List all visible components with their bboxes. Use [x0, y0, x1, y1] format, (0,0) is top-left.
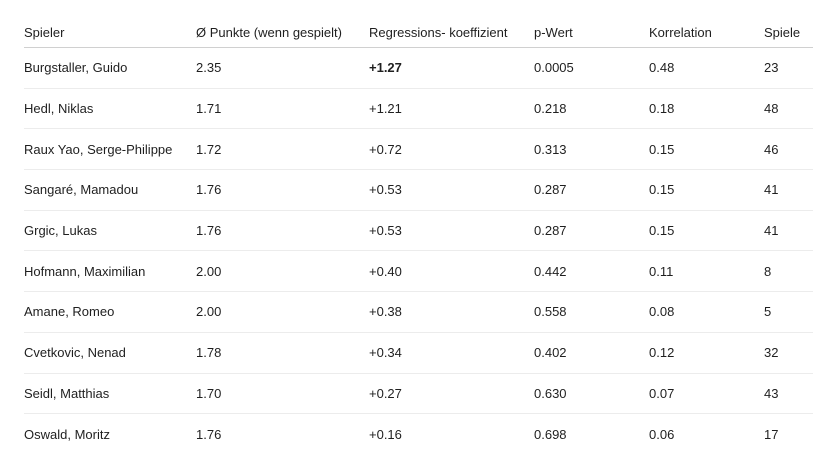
cell-regression: +0.53: [369, 210, 534, 252]
cell-korrelation: 0.15: [649, 128, 764, 171]
cell-korrelation: 0.18: [649, 88, 764, 130]
cell-regression: +0.38: [369, 291, 534, 333]
cell-pwert: 0.218: [534, 88, 649, 130]
cell-spieler: Cvetkovic, Nenad: [24, 332, 196, 374]
cell-spieler: Raux Yao, Serge-Philippe: [24, 128, 196, 171]
cell-spiele: 48: [764, 88, 813, 130]
cell-punkte: 1.72: [196, 128, 369, 171]
header-spieler[interactable]: Spieler: [24, 10, 196, 48]
cell-regression: +0.16: [369, 426, 402, 442]
cell-spieler: Sangaré, Mamadou: [24, 169, 196, 211]
cell-spiele: 8: [764, 250, 813, 293]
header-korrelation[interactable]: Korrelation: [649, 10, 764, 48]
cell-punkte: 2.00: [196, 250, 369, 293]
cell-pwert: 0.630: [534, 373, 649, 415]
table-row: Raux Yao, Serge-Philippe 1.72 +0.72 0.31…: [24, 128, 813, 171]
table-row: Sangaré, Mamadou 1.76 +0.53 0.287 0.15 4…: [24, 169, 813, 211]
table-row: Oswald, Moritz 1.76 +0.16 0.698 0.06 17: [24, 414, 813, 454]
table-row: Grgic, Lukas 1.76 +0.53 0.287 0.15 41: [24, 210, 813, 252]
cell-spieler: Grgic, Lukas: [24, 210, 196, 252]
cell-spiele: 17: [764, 426, 779, 442]
player-regression-table-container: Spieler Ø Punkte (wenn gespielt) Regress…: [24, 10, 813, 454]
cell-spieler: Burgstaller, Guido: [24, 47, 196, 89]
cell-regression: +0.27: [369, 373, 534, 415]
table-row: Seidl, Matthias 1.70 +0.27 0.630 0.07 43: [24, 373, 813, 415]
cell-korrelation: 0.08: [649, 291, 764, 333]
cell-korrelation: 0.07: [649, 373, 764, 415]
cell-korrelation: 0.15: [649, 169, 764, 211]
cell-pwert: 0.558: [534, 291, 649, 333]
cell-regression: +1.27: [369, 47, 534, 89]
cell-spieler: Amane, Romeo: [24, 291, 196, 333]
cell-regression: +0.53: [369, 169, 534, 211]
cell-pwert: 0.0005: [534, 47, 649, 89]
table-row: Cvetkovic, Nenad 1.78 +0.34 0.402 0.12 3…: [24, 332, 813, 374]
cell-punkte: 1.76: [196, 210, 369, 252]
cell-korrelation: 0.11: [649, 250, 764, 293]
cell-spiele: 43: [764, 373, 813, 415]
table-row: Burgstaller, Guido 2.35 +1.27 0.0005 0.4…: [24, 47, 813, 89]
cell-punkte: 1.76: [196, 169, 369, 211]
cell-spiele: 23: [764, 47, 813, 89]
header-pwert[interactable]: p-Wert: [534, 10, 649, 48]
cell-spiele: 41: [764, 169, 813, 211]
cell-regression: +1.21: [369, 88, 534, 130]
cell-punkte: 1.76: [196, 426, 222, 442]
cell-korrelation: 0.15: [649, 210, 764, 252]
cell-pwert: 0.313: [534, 128, 649, 171]
header-regression[interactable]: Regressions- koeffizient: [369, 10, 534, 48]
cell-korrelation: 0.12: [649, 332, 764, 374]
table-row: Hofmann, Maximilian 2.00 +0.40 0.442 0.1…: [24, 250, 813, 293]
cell-pwert: 0.287: [534, 169, 649, 211]
cell-spiele: 41: [764, 210, 813, 252]
cell-spiele: 5: [764, 291, 813, 333]
cell-regression: +0.72: [369, 128, 534, 171]
cell-punkte: 2.35: [196, 47, 369, 89]
player-regression-table: Spieler Ø Punkte (wenn gespielt) Regress…: [24, 10, 813, 454]
cell-spiele: 32: [764, 332, 813, 374]
cell-pwert: 0.287: [534, 210, 649, 252]
cell-regression: +0.34: [369, 332, 534, 374]
cell-punkte: 1.70: [196, 373, 369, 415]
cell-punkte: 1.78: [196, 332, 369, 374]
cell-spieler: Hedl, Niklas: [24, 88, 196, 130]
cell-korrelation: 0.06: [649, 426, 675, 442]
table-header-row: Spieler Ø Punkte (wenn gespielt) Regress…: [24, 10, 813, 48]
cell-spieler: Hofmann, Maximilian: [24, 250, 196, 293]
cell-spieler: Seidl, Matthias: [24, 373, 196, 415]
cell-korrelation: 0.48: [649, 47, 764, 89]
table-row: Hedl, Niklas 1.71 +1.21 0.218 0.18 48: [24, 88, 813, 130]
cell-punkte: 1.71: [196, 88, 369, 130]
header-punkte[interactable]: Ø Punkte (wenn gespielt): [196, 10, 369, 48]
table-row: Amane, Romeo 2.00 +0.38 0.558 0.08 5: [24, 291, 813, 333]
cell-spiele: 46: [764, 128, 813, 171]
cell-pwert: 0.442: [534, 250, 649, 293]
cell-regression: +0.40: [369, 250, 534, 293]
cell-pwert: 0.698: [534, 426, 567, 442]
cell-pwert: 0.402: [534, 332, 649, 374]
header-spiele[interactable]: Spiele: [764, 10, 813, 48]
cell-punkte: 2.00: [196, 291, 369, 333]
cell-spieler: Oswald, Moritz: [24, 426, 110, 442]
